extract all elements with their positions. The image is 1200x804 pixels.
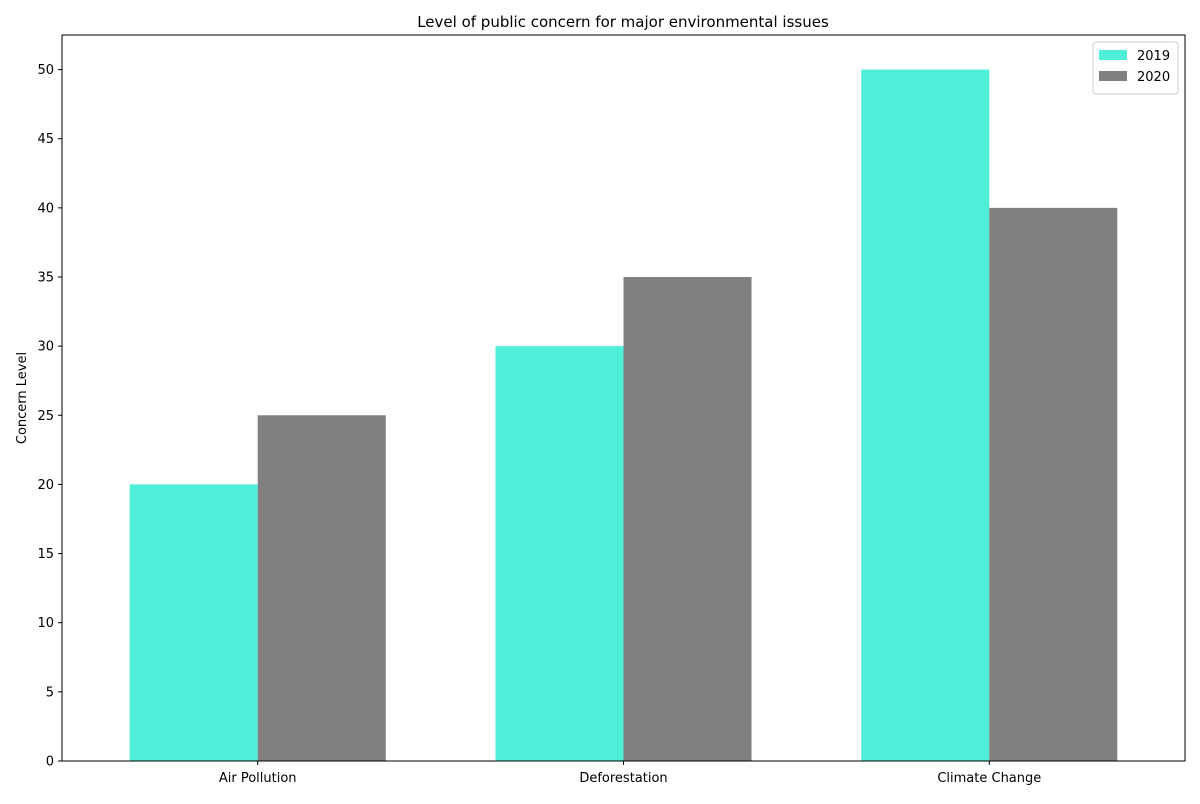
y-tick-label: 35 xyxy=(37,271,54,286)
y-tick-label: 0 xyxy=(46,755,54,770)
legend-swatch-2019 xyxy=(1099,50,1127,60)
y-tick-label: 5 xyxy=(46,685,54,700)
legend-label-2020: 2020 xyxy=(1137,70,1170,85)
y-tick-label: 10 xyxy=(37,616,54,631)
bar-2020-deforestation xyxy=(623,277,752,761)
bar-2020-climate-change xyxy=(989,207,1118,761)
y-tick-label: 20 xyxy=(37,478,54,493)
x-tick-label: Climate Change xyxy=(937,771,1041,786)
x-tick-label: Air Pollution xyxy=(219,771,297,786)
y-tick-label: 40 xyxy=(37,201,54,216)
y-tick-label: 30 xyxy=(37,340,54,355)
plot-area: 0 5 10 15 20 25 30 35 40 45 50 Air Pollution Defores… xyxy=(37,34,1186,786)
y-tick-label: 15 xyxy=(37,547,54,562)
y-tick-label: 50 xyxy=(37,63,54,78)
chart-title: Level of public concern for major enviro… xyxy=(417,13,829,31)
bar-2020-air-pollution xyxy=(257,415,386,761)
y-axis-label: Concern Level xyxy=(15,352,30,444)
y-tick-label: 45 xyxy=(37,132,54,147)
x-tick-label: Deforestation xyxy=(579,771,667,786)
bar-2019-climate-change xyxy=(861,69,990,762)
bar-2019-deforestation xyxy=(495,346,624,761)
legend-label-2019: 2019 xyxy=(1137,49,1170,64)
legend: 2019 2020 xyxy=(1092,41,1179,95)
y-tick-label: 25 xyxy=(37,409,54,424)
legend-swatch-2020 xyxy=(1099,71,1127,81)
bar-2019-air-pollution xyxy=(129,484,258,761)
